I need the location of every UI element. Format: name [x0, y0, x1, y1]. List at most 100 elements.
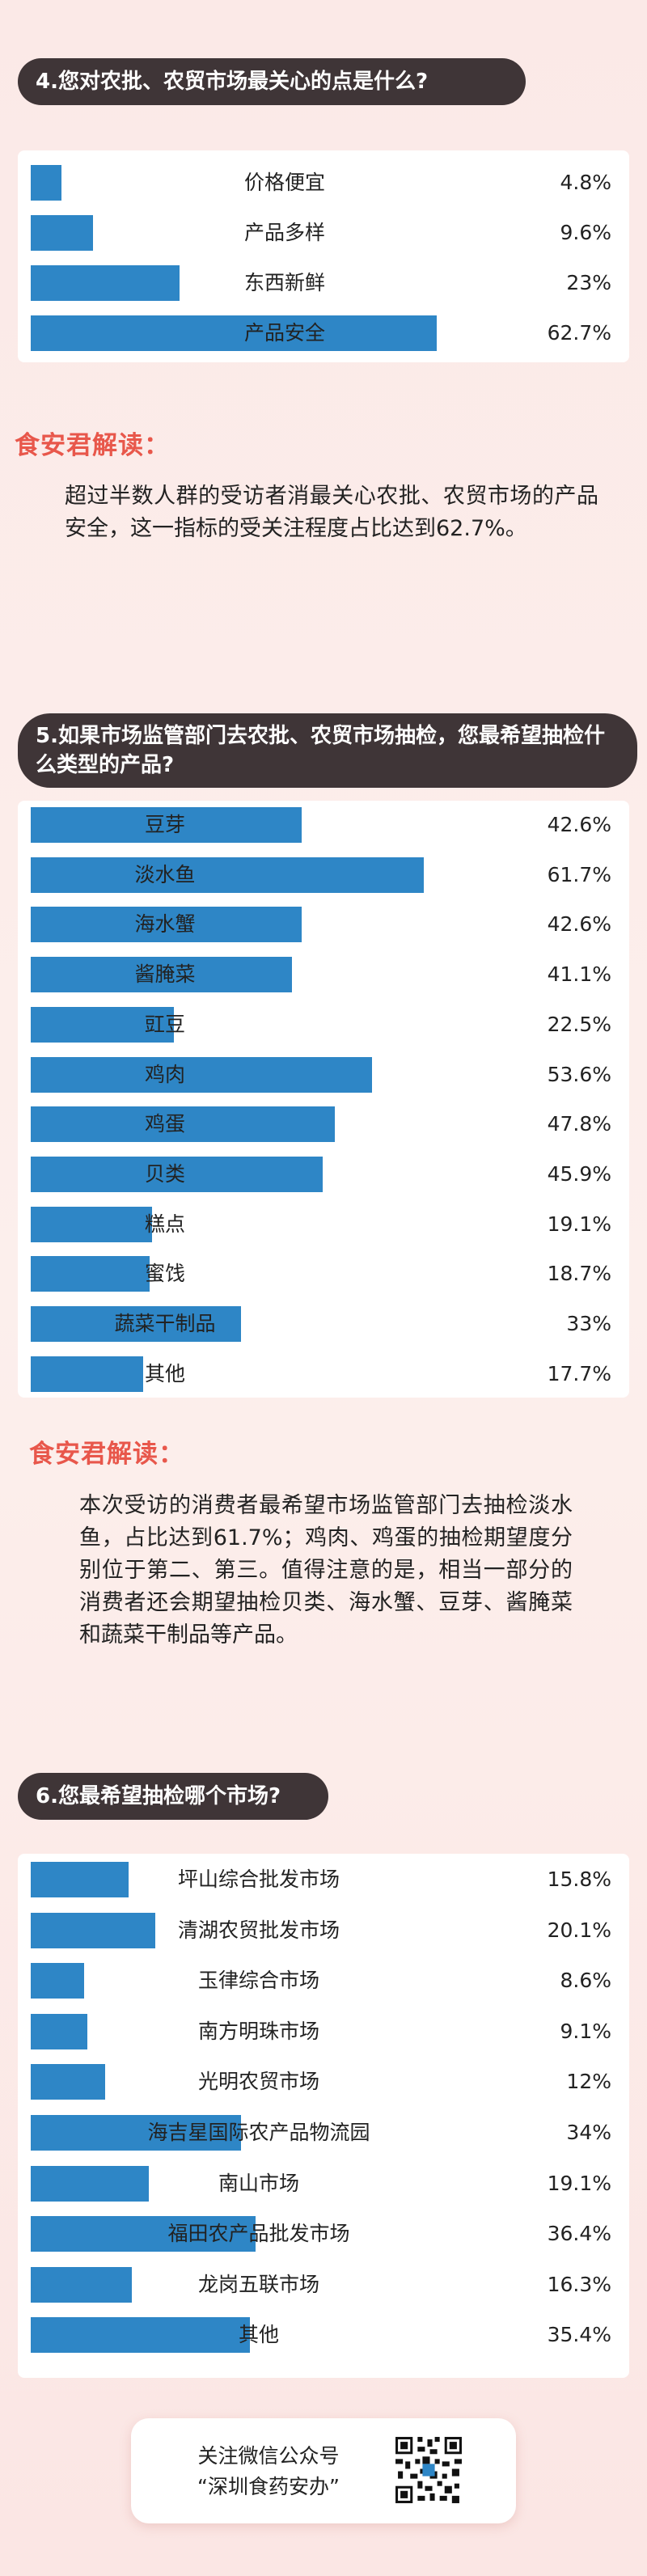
- chart-1-category-label: 蔬菜干制品: [114, 1312, 216, 1335]
- chart-1-row: 豇豆 22.5%: [18, 1004, 629, 1043]
- chart-1-bar: [31, 1156, 324, 1192]
- chart-1-category-label: 豇豆: [144, 1012, 186, 1036]
- chart-2-row: 玉律综合市场 8.6%: [18, 1960, 629, 1999]
- chart-2-category-label: 南山市场: [218, 2171, 300, 2195]
- question-4-title: 4.您对农批、农贸市场最关心的点是什么?: [18, 58, 526, 105]
- chart-1-category-label: 糕点: [144, 1212, 186, 1236]
- chart-0-value-label: 9.6%: [560, 221, 611, 244]
- chart-2-category-label: 清湖农贸批发市场: [177, 1918, 340, 1942]
- chart-2-bar: [31, 1963, 84, 1999]
- chart-1-value-label: 61.7%: [547, 862, 611, 886]
- chart-2-row: 南方明珠市场 9.1%: [18, 2011, 629, 2049]
- chart-2-row: 清湖农贸批发市场 20.1%: [18, 1910, 629, 1948]
- chart-2-category-label: 坪山综合批发市场: [177, 1867, 340, 1891]
- chart-1-row: 鸡肉 53.6%: [18, 1054, 629, 1093]
- chart-1-value-label: 17.7%: [547, 1361, 611, 1385]
- chart-1-category-label: 贝类: [144, 1161, 186, 1186]
- chart-0-row: 产品安全 62.7%: [18, 312, 629, 351]
- chart-5-panel: 豆芽 42.6% 淡水鱼 61.7% 海水蟹 42.6% 酱腌菜 41.1% 豇豆 22.5% 鸡肉…: [18, 801, 629, 1398]
- chart-1-row: 贝类 45.9%: [18, 1153, 629, 1192]
- follow-card: 关注微信公众号 “深圳食药安办”: [131, 2418, 516, 2523]
- chart-6-panel: 坪山综合批发市场 15.8% 清湖农贸批发市场 20.1% 玉律综合市场 8.6% 南方明珠…: [18, 1854, 629, 2378]
- chart-1-bar: [31, 807, 302, 843]
- chart-1-row: 糕点 19.1%: [18, 1203, 629, 1242]
- follow-line-2: “深圳食药安办”: [197, 2475, 340, 2498]
- chart-2-category-label: 龙岗五联市场: [197, 2272, 320, 2296]
- chart-1-bar: [31, 1056, 372, 1093]
- chart-1-bar: [31, 1306, 241, 1342]
- chart-2-category-label: 福田农产品批发市场: [167, 2222, 350, 2246]
- chart-2-value-label: 34%: [566, 2121, 611, 2144]
- chart-2-value-label: 36.4%: [547, 2222, 611, 2246]
- chart-2-value-label: 8.6%: [560, 1969, 611, 1993]
- chart-0-bar: [31, 265, 180, 301]
- chart-0-bar: [31, 315, 437, 351]
- chart-1-row: 蜜饯 18.7%: [18, 1253, 629, 1292]
- chart-1-value-label: 47.8%: [547, 1112, 611, 1136]
- chart-2-value-label: 15.8%: [547, 1867, 611, 1891]
- interpretation-5-title: 食安君解读：: [29, 1440, 184, 1469]
- chart-2-row: 坪山综合批发市场 15.8%: [18, 1859, 629, 1897]
- chart-2-row: 福田农产品批发市场 36.4%: [18, 2213, 629, 2252]
- chart-1-row: 豆芽 42.6%: [18, 804, 629, 843]
- chart-2-row: 光明农贸市场 12%: [18, 2061, 629, 2100]
- chart-1-category-label: 鸡蛋: [144, 1112, 186, 1136]
- chart-1-category-label: 豆芽: [144, 813, 186, 836]
- chart-2-row: 龙岗五联市场 16.3%: [18, 2264, 629, 2303]
- chart-0-bar: [31, 165, 62, 201]
- chart-1-value-label: 45.9%: [547, 1161, 611, 1186]
- follow-line-1: 关注微信公众号: [197, 2444, 340, 2468]
- interpretation-4-text: 超过半数人群的受访者消最关心农批、农贸市场的产品安全，这一指标的受关注程度占比达…: [65, 484, 598, 541]
- chart-0-value-label: 62.7%: [547, 321, 611, 345]
- chart-1-bar: [31, 907, 302, 943]
- follow-text: 关注微信公众号 “深圳食药安办”: [163, 2441, 374, 2502]
- chart-1-bar: [31, 1356, 144, 1392]
- chart-1-category-label: 鸡肉: [144, 1062, 186, 1086]
- question-6-title: 6.您最希望抽检哪个市场?: [18, 1773, 328, 1820]
- chart-1-bar: [31, 1006, 175, 1043]
- chart-0-bar: [31, 215, 93, 251]
- question-5-title: 5.如果市场监管部门去农批、农贸市场抽检，您最希望抽检什么类型的产品?: [18, 713, 637, 788]
- chart-1-bar: [31, 1206, 153, 1242]
- chart-0-category-label: 价格便宜: [243, 171, 326, 194]
- chart-2-bar: [31, 2216, 256, 2252]
- chart-2-category-label: 海吉星国际农产品物流园: [147, 2121, 370, 2144]
- chart-2-bar: [31, 2064, 105, 2100]
- chart-2-row: 南山市场 19.1%: [18, 2163, 629, 2202]
- chart-2-bar: [31, 1862, 129, 1897]
- chart-1-value-label: 41.1%: [547, 962, 611, 987]
- chart-2-value-label: 12%: [566, 2070, 611, 2094]
- chart-1-row: 酱腌菜 41.1%: [18, 954, 629, 993]
- chart-1-bar: [31, 857, 424, 893]
- chart-1-category-label: 海水蟹: [134, 912, 196, 937]
- chart-2-bar: [31, 2266, 132, 2303]
- chart-1-row: 蔬菜干制品 33%: [18, 1303, 629, 1342]
- chart-0-row: 产品多样 9.6%: [18, 212, 629, 251]
- chart-0-value-label: 4.8%: [560, 171, 611, 194]
- chart-1-value-label: 22.5%: [547, 1012, 611, 1036]
- chart-2-value-label: 19.1%: [547, 2171, 611, 2195]
- chart-1-value-label: 33%: [566, 1312, 611, 1335]
- chart-1-value-label: 42.6%: [547, 912, 611, 937]
- chart-0-category-label: 产品安全: [243, 321, 326, 345]
- chart-2-bar: [31, 2013, 87, 2049]
- chart-2-category-label: 光明农贸市场: [197, 2070, 320, 2094]
- chart-2-category-label: 南方明珠市场: [197, 2019, 320, 2043]
- chart-0-row: 东西新鲜 23%: [18, 262, 629, 301]
- chart-2-value-label: 35.4%: [547, 2323, 611, 2347]
- chart-2-bar: [31, 2165, 150, 2202]
- chart-2-bar: [31, 1912, 155, 1948]
- chart-2-value-label: 20.1%: [547, 1918, 611, 1942]
- chart-1-value-label: 19.1%: [547, 1212, 611, 1236]
- chart-1-row: 淡水鱼 61.7%: [18, 854, 629, 893]
- chart-1-category-label: 淡水鱼: [134, 862, 196, 886]
- chart-1-category-label: 其他: [144, 1361, 186, 1385]
- chart-2-value-label: 16.3%: [547, 2272, 611, 2296]
- chart-1-category-label: 蜜饯: [144, 1262, 186, 1286]
- chart-1-category-label: 酱腌菜: [134, 962, 196, 987]
- chart-1-value-label: 18.7%: [547, 1262, 611, 1286]
- chart-0-value-label: 23%: [566, 271, 611, 294]
- chart-4-panel: 价格便宜 4.8% 产品多样 9.6% 东西新鲜 23% 产品安全 62.7%: [18, 150, 629, 362]
- chart-1-bar: [31, 1106, 336, 1143]
- chart-1-bar: [31, 957, 293, 993]
